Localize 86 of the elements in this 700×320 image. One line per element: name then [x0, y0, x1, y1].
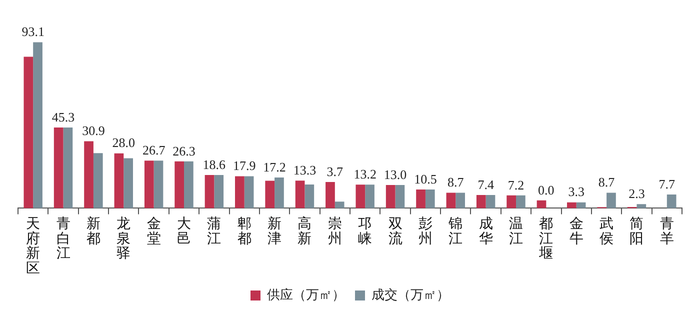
x-tick-label: 蒲江: [207, 216, 222, 247]
x-tick-label: 锦江: [448, 216, 463, 247]
bar: [334, 202, 344, 208]
bar: [84, 141, 94, 208]
x-tick-label: 武侯: [600, 216, 614, 247]
bar: [425, 189, 435, 208]
bar: [516, 195, 526, 208]
bar: [265, 180, 275, 208]
x-tick-label: 邛崃: [358, 216, 372, 247]
bar: [536, 200, 546, 208]
bar: [326, 182, 335, 208]
x-tick-label: 彭州: [418, 216, 432, 247]
data-label: 7.7: [658, 176, 676, 192]
bar: [416, 189, 426, 208]
bar: [365, 184, 374, 208]
data-label: 2.3: [628, 186, 645, 202]
bar: [174, 161, 184, 208]
bar: [356, 184, 366, 208]
x-tick-label: 郫都: [237, 216, 252, 247]
bar: [214, 175, 224, 208]
bar: [567, 202, 576, 208]
data-label: 28.0: [112, 135, 136, 150]
bar: [93, 153, 103, 208]
bar: [636, 204, 646, 208]
data-label: 18.6: [202, 156, 226, 172]
data-label: 17.9: [232, 158, 256, 174]
x-tick-label: 金牛: [569, 216, 584, 247]
data-label: 13.2: [354, 166, 376, 182]
bar: [486, 195, 496, 208]
x-tick-label: 温江: [509, 216, 523, 247]
bar: [33, 42, 42, 208]
x-tick-label: 双流: [388, 216, 402, 247]
x-tick-label: 高新: [298, 216, 312, 247]
x-tick-label: 简阳: [630, 216, 644, 247]
bar: [244, 176, 254, 208]
x-tick-label: 龙泉驿: [116, 216, 131, 262]
bar: [576, 202, 586, 208]
bar: [456, 192, 465, 208]
bar: [304, 184, 314, 208]
data-label: 7.4: [478, 176, 494, 192]
data-label: 10.5: [414, 171, 437, 186]
data-label: 0.0: [538, 182, 554, 198]
data-label: 26.7: [142, 142, 166, 158]
x-tick-label: 成华: [478, 216, 493, 247]
x-tick-label: 都江堰: [538, 216, 554, 262]
data-label: 13.3: [293, 162, 316, 178]
legend-label: 成交（万㎡）: [372, 286, 450, 303]
data-label: 13.0: [384, 166, 407, 182]
bar: [446, 192, 456, 208]
bar: [124, 158, 133, 208]
x-tick-label: 青白江: [56, 216, 70, 262]
bar: [114, 153, 124, 208]
data-label: 3.3: [568, 184, 584, 200]
data-label: 7.2: [508, 177, 524, 192]
data-label: 93.1: [22, 24, 44, 40]
bar: [24, 56, 34, 208]
bar: [184, 161, 194, 208]
bar: [606, 192, 616, 208]
data-label: 17.2: [263, 159, 286, 174]
x-tick-label: 天府新区: [26, 216, 40, 276]
data-label: 26.3: [172, 143, 196, 158]
x-tick-label: 大邑: [177, 216, 191, 247]
x-tick-label: 新津: [268, 216, 282, 247]
x-tick-label: 新都: [86, 216, 100, 247]
bar: [395, 185, 405, 208]
data-label: 30.9: [82, 123, 105, 138]
data-label: 8.7: [598, 174, 616, 190]
bar: [144, 160, 154, 208]
bar: [63, 127, 73, 208]
bar: [54, 127, 64, 208]
data-label: 3.7: [326, 164, 344, 179]
data-label: 8.7: [448, 174, 464, 190]
bar: [506, 195, 516, 208]
x-tick-label: 崇州: [328, 216, 342, 247]
bar: [295, 180, 305, 208]
bar: [476, 195, 486, 208]
x-tick-label: 金堂: [146, 216, 161, 247]
bar: [386, 185, 396, 208]
bar: [235, 176, 244, 208]
x-tick-label: 青羊: [660, 216, 674, 247]
bar: [154, 160, 164, 208]
legend-label: 供应（万㎡）: [267, 286, 345, 303]
data-label: 45.3: [52, 109, 75, 124]
bar: [274, 178, 284, 208]
bar: [666, 194, 676, 208]
bar: [204, 175, 214, 208]
